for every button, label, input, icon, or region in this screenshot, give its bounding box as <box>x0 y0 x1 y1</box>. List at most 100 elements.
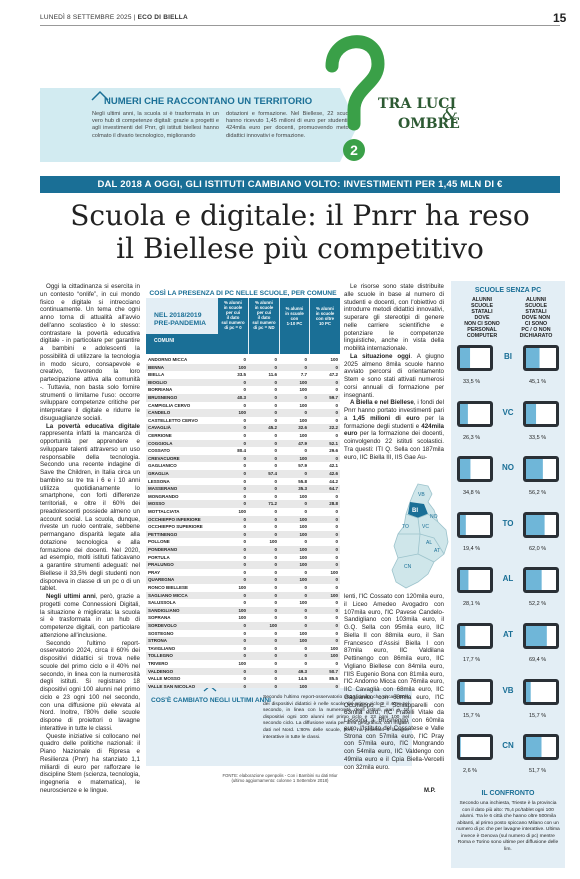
table-cell-value: 14.5 <box>298 676 307 682</box>
table-cell-value: 0 <box>274 547 277 552</box>
province-no-pc-pct: 34,8 % <box>463 490 481 497</box>
tablet-right <box>523 456 559 483</box>
table-cell-value: 0 <box>274 661 277 666</box>
table-cell-value: 0 <box>243 645 246 651</box>
table-cell-value: 0 <box>304 615 307 621</box>
table-cell-value: 100 <box>238 509 246 514</box>
table-row: ANDORNO MICCA 0 0 0 100 <box>146 356 340 364</box>
question-number: 2 <box>350 142 358 158</box>
tablet-fill <box>526 681 531 702</box>
table-cell-value: 0 <box>274 478 277 484</box>
province-no-pc-pct: 26,3 % <box>463 434 481 441</box>
table-col-header-3: % alunni in scuole con 1-10 PC <box>285 306 304 327</box>
table-cell-value: 100 <box>299 455 307 461</box>
province-block: BI 33,5 % 45,1 % <box>451 341 565 391</box>
table-cell-value: 57.9 <box>298 463 307 469</box>
tablet-fill <box>460 570 469 591</box>
table-cell-value: 0 <box>243 440 246 446</box>
table-cell-value: 0 <box>274 463 277 469</box>
tablet-left <box>457 678 493 705</box>
table-row: SAGLIANO MICCA 0 0 0 100 <box>146 591 340 600</box>
table-cell-value: 0 <box>274 607 277 613</box>
table-cell-value: 0 <box>304 448 307 454</box>
header-rule <box>40 25 560 26</box>
table-cell-comune: SANDIGLIANO <box>148 607 180 613</box>
table-cell-value: 100 <box>330 357 338 362</box>
table-cell-comune: BIELLA <box>148 372 165 378</box>
col3-p2: . A giugno 2025 almeno 8mila scuole hann… <box>344 352 444 399</box>
table-cell-value: 0 <box>274 448 277 454</box>
table-cell-value: 0 <box>274 509 277 514</box>
table-cell-value: 0 <box>274 417 277 423</box>
sidebar-header-right: ALUNNI SCUOLE STATALI DOVE NON CI SONO PC / O… <box>519 297 553 339</box>
tablet-fill <box>460 626 466 646</box>
table-row: SANDIGLIANO 100 0 0 0 <box>146 606 340 615</box>
table-cell-value: 100 <box>330 645 338 651</box>
table-cell-value: 28.8 <box>329 501 338 507</box>
province-no-pc-nd-pct: 33,5 % <box>529 434 547 441</box>
table-cell-value: 0 <box>335 455 338 461</box>
table-cell-value: 0 <box>243 592 246 598</box>
table-cell-value: 0 <box>243 653 246 659</box>
table-cell-comune: MONGRANDO <box>148 493 179 499</box>
table-cell-value: 100 <box>299 630 307 636</box>
table-cell-value: 0 <box>304 539 307 545</box>
table-cell-value: 100 <box>299 554 307 560</box>
table-cell-value: 0 <box>274 486 277 492</box>
table-row: BENNA 100 0 0 0 <box>146 363 340 372</box>
table-cell-value: 0 <box>304 645 307 651</box>
changes-title: COS'È CAMBIATO NEGLI ULTIMI ANNI <box>151 697 272 704</box>
table-cell-value: 55.8 <box>298 478 307 484</box>
table-cell-value: 0 <box>274 357 277 362</box>
table-cell-value: 11.6 <box>268 372 277 378</box>
table-cell-value: 100 <box>269 539 277 545</box>
col1-p2-lead: La povertà educativa digitale <box>46 422 140 430</box>
tablet-fill <box>460 514 466 535</box>
table-cell-value: 100 <box>330 653 338 659</box>
table-cell-value: 0 <box>274 433 277 438</box>
table-cell-value: 0 <box>243 379 246 385</box>
table-row: VALLE SAN NICOLAO 0 0 100 0 <box>146 682 340 691</box>
article-column-1: Oggi la cittadinanza si esercita in un c… <box>40 283 140 795</box>
tablet-fill <box>526 626 547 646</box>
table-row: TRIVERO 100 0 0 0 <box>146 660 340 668</box>
province-code: AT <box>502 630 514 639</box>
table-cell-value: 0 <box>304 471 307 476</box>
table-cell-value: 0 <box>274 516 277 522</box>
province-no-pc-nd-pct: 62,0 % <box>529 545 547 552</box>
table-cell-comune: TAVIGLIANO <box>148 645 176 651</box>
table-cell-value: 0 <box>274 683 277 689</box>
province-code: AL <box>502 574 514 584</box>
piemonte-map: VB BI NO VC TO AT AL CN <box>391 483 449 589</box>
table-cell-value: 40.3 <box>237 395 246 400</box>
table-cell-value: 0 <box>304 585 307 590</box>
table-cell-value: 0 <box>304 509 307 514</box>
intro-title: NUMERI CHE RACCONTANO UN TERRITORIO <box>104 96 313 107</box>
table-cell-value: 0 <box>335 364 338 370</box>
table-cell-value: 0 <box>304 661 307 666</box>
source-line2: (ultimo aggiornamento: colonne 1 Settemb… <box>231 778 329 784</box>
table-cell-value: 7.7 <box>300 372 307 378</box>
table-row: TAVIGLIANO 0 0 0 100 <box>146 645 340 653</box>
table-cell-value: 0 <box>243 676 246 682</box>
province-no-pc-nd-pct: 45,1 % <box>529 379 547 385</box>
table-row: OCCHIEPPO SUPERIORE 0 0 100 0 <box>146 523 340 531</box>
table-cell-value: 0 <box>243 417 246 423</box>
table-cell-value: 100 <box>299 562 307 568</box>
table-cell-comune: CREVACUORE <box>148 455 180 461</box>
table-row: CAVAGLIÀ 0 45.2 32.6 22.2 <box>146 424 340 432</box>
table-cell-value: 52.1 <box>329 440 338 446</box>
table-cell-comune: PETTINENGO <box>148 531 178 537</box>
table-cell-comune: BENNA <box>148 364 165 370</box>
table-cell-value: 0 <box>243 425 246 431</box>
table-cell-value: 0 <box>243 554 246 560</box>
article-column-3-top: Le risorse sono state distribuite alle s… <box>344 283 444 461</box>
map-label-no: NO <box>430 514 438 520</box>
province-no-pc-pct: 33,5 % <box>463 379 481 385</box>
table-cell-comune: PORTULA <box>148 554 170 560</box>
table-cell-comune: CERRIONE <box>148 433 172 438</box>
province-code: BI <box>504 352 512 361</box>
province-tablets-icon <box>457 511 559 538</box>
table-col-header-4: % alunni in scuole con oltre 10 PC <box>315 306 335 327</box>
table-cell-comune: RONCO BIELLESE <box>148 585 189 590</box>
